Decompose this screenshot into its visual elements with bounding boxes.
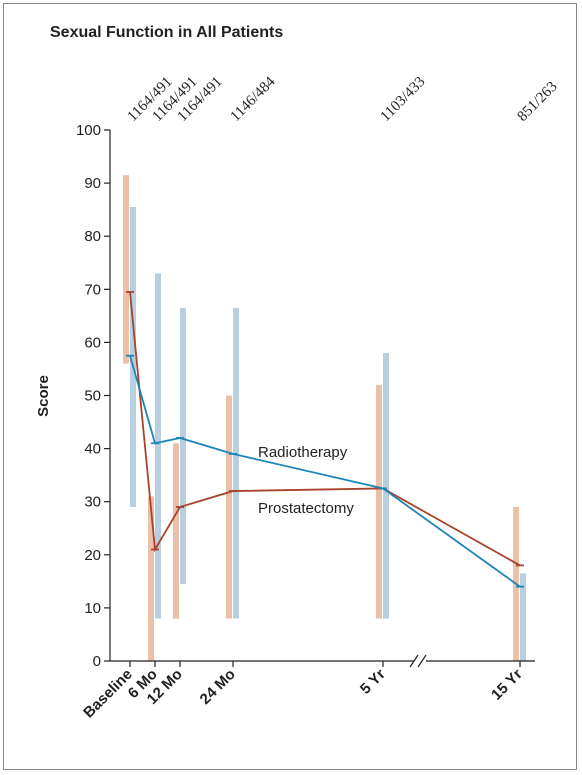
range-bar-prostatectomy-3 (226, 395, 232, 619)
range-bar-radiotherapy-5 (520, 573, 526, 661)
figure-frame (3, 3, 577, 770)
range-bar-radiotherapy-4 (383, 353, 389, 619)
range-bar-radiotherapy-2 (180, 307, 186, 585)
range-bar-radiotherapy-0 (130, 206, 136, 508)
sample-size-label-3: 1146/484 (228, 73, 279, 124)
y-tick-label-20: 20 (84, 547, 101, 564)
range-bar-prostatectomy-4 (376, 384, 382, 619)
x-axis-break-mark-1 (409, 654, 419, 668)
y-tick-label-90: 90 (84, 175, 101, 192)
series-line-radiotherapy (129, 355, 521, 588)
y-tick-label-0: 0 (93, 653, 101, 670)
y-tick-label-50: 50 (84, 388, 101, 405)
series-line-prostatectomy (129, 291, 521, 567)
range-bar-prostatectomy-2 (173, 443, 179, 619)
y-tick-label-10: 10 (84, 600, 101, 617)
series-label-radiotherapy: Radiotherapy (258, 444, 348, 461)
range-bar-prostatectomy-0 (123, 175, 129, 364)
y-tick-label-40: 40 (84, 441, 101, 458)
x-tick-label-5: 15 Yr (488, 666, 526, 704)
y-tick-label-80: 80 (84, 228, 101, 245)
y-tick-label-70: 70 (84, 281, 101, 298)
x-tick-label-4: 5 Yr (357, 666, 389, 698)
y-tick-label-30: 30 (84, 494, 101, 511)
y-axis-label: Score (35, 375, 52, 417)
x-axis-break-mark-2 (417, 654, 427, 668)
range-bar-prostatectomy-1 (148, 496, 154, 661)
x-tick-label-3: 24 Mo (197, 666, 239, 708)
y-tick-label-60: 60 (84, 334, 101, 351)
sample-size-label-5: 851/263 (515, 79, 561, 125)
y-tick-label-100: 100 (76, 122, 101, 139)
range-bar-radiotherapy-1 (155, 273, 161, 619)
range-bar-radiotherapy-3 (233, 307, 239, 619)
sample-size-label-4: 1103/433 (378, 74, 429, 125)
chart-title: Sexual Function in All Patients (50, 24, 284, 41)
series-label-prostatectomy: Prostatectomy (258, 500, 354, 517)
